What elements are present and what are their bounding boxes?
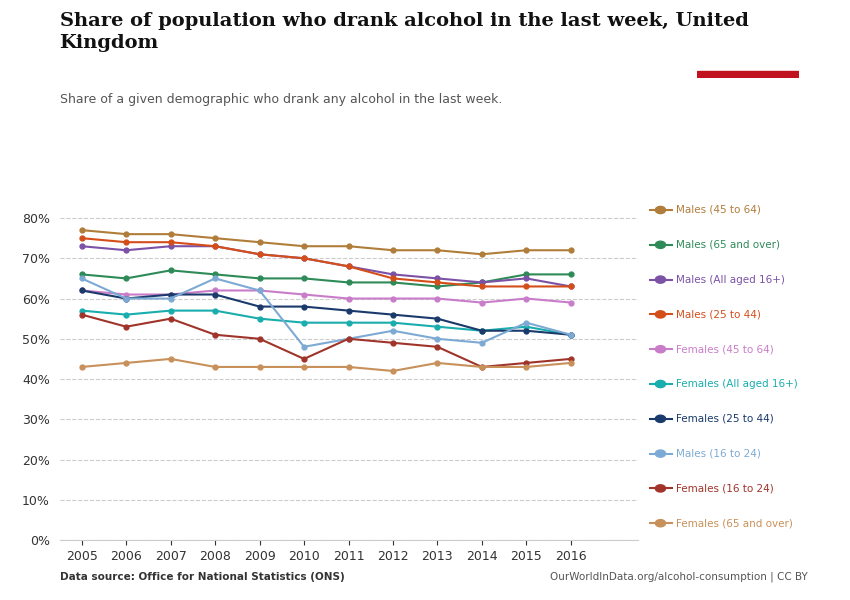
Text: OurWorldInData.org/alcohol-consumption | CC BY: OurWorldInData.org/alcohol-consumption |… (550, 571, 808, 582)
Text: Data source: Office for National Statistics (ONS): Data source: Office for National Statist… (60, 572, 344, 582)
Text: Males (45 to 64): Males (45 to 64) (676, 205, 761, 215)
Bar (697, 71, 799, 78)
Text: Females (65 and over): Females (65 and over) (676, 518, 792, 528)
Text: Males (25 to 44): Males (25 to 44) (676, 310, 761, 319)
Text: Females (45 to 64): Females (45 to 64) (676, 344, 774, 354)
Text: Share of population who drank alcohol in the last week, United
Kingdom: Share of population who drank alcohol in… (60, 12, 748, 52)
Text: Females (25 to 44): Females (25 to 44) (676, 414, 774, 424)
Text: Females (16 to 24): Females (16 to 24) (676, 484, 774, 493)
Text: Males (65 and over): Males (65 and over) (676, 240, 779, 250)
Text: Males (All aged 16+): Males (All aged 16+) (676, 275, 785, 284)
Text: Share of a given demographic who drank any alcohol in the last week.: Share of a given demographic who drank a… (60, 93, 502, 106)
Text: in Data: in Data (726, 52, 770, 62)
Text: Our World: Our World (717, 34, 779, 44)
Text: Females (All aged 16+): Females (All aged 16+) (676, 379, 797, 389)
Text: Males (16 to 24): Males (16 to 24) (676, 449, 761, 458)
